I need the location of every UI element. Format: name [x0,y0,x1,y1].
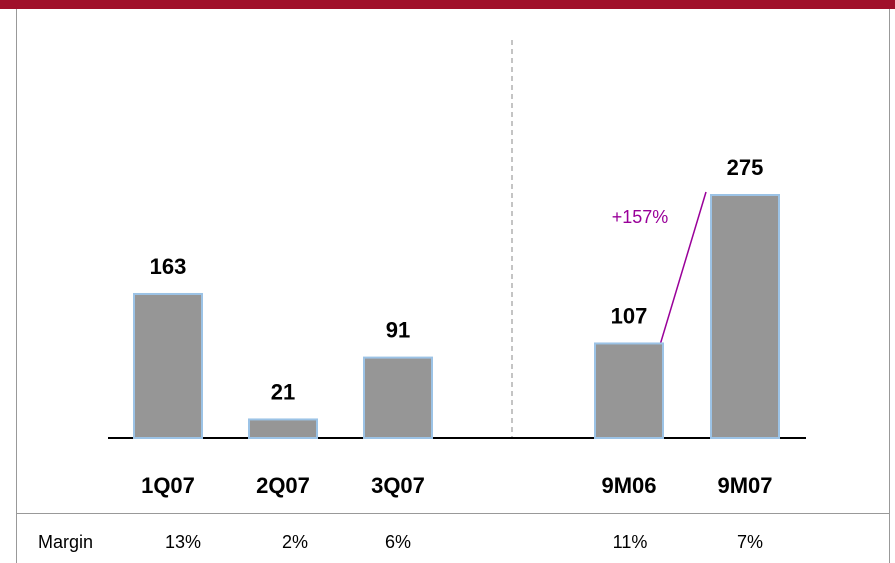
data-label: 91 [386,317,410,342]
data-label: 163 [150,254,187,279]
margin-value: 13% [165,532,201,552]
margin-value: 6% [385,532,411,552]
bar [710,194,780,439]
bar [133,292,203,439]
margin-value: 7% [737,532,763,552]
top-bar [0,0,895,9]
margin-box [16,513,890,563]
x-tick-label: 1Q07 [141,473,195,498]
bar [594,342,664,439]
x-tick-label: 3Q07 [371,473,425,498]
x-tick-label: 9M06 [601,473,656,498]
data-label: 107 [611,303,648,328]
annotation: +157% [612,207,669,227]
bar [363,356,433,440]
margin-value: 2% [282,532,308,552]
x-tick-label: 2Q07 [256,473,310,498]
bar [248,418,318,439]
x-tick-label: 9M07 [717,473,772,498]
margin-value: 11% [613,532,648,552]
growth-line [659,191,707,346]
margin-label: Margin [38,532,93,552]
data-label: 275 [727,155,764,180]
data-label: 21 [271,379,295,404]
